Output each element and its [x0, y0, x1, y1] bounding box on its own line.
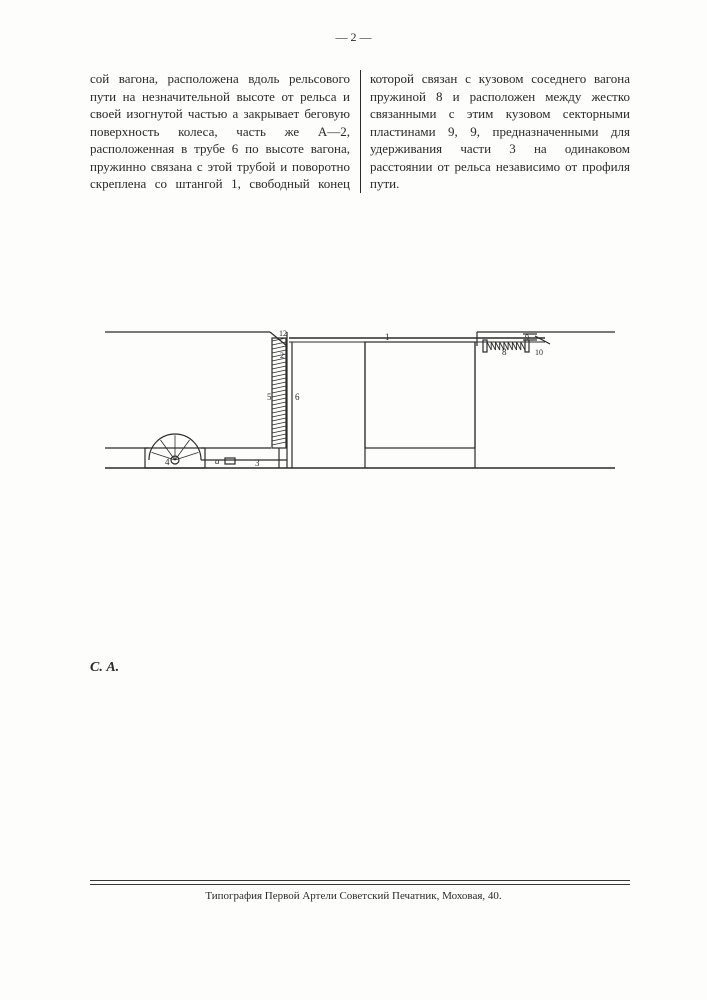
svg-text:10: 10 — [535, 348, 543, 357]
figure-diagram: 4 a 3 5 6 2 12 1 8 9 10 — [105, 320, 615, 490]
paragraph: сой вагона, расположена вдоль рельсового… — [90, 70, 630, 193]
svg-text:5: 5 — [267, 392, 272, 402]
body-text: сой вагона, расположена вдоль рельсового… — [90, 70, 630, 193]
page: — 2 — сой вагона, расположена вдоль рель… — [0, 0, 707, 1000]
svg-text:6: 6 — [295, 392, 300, 402]
svg-text:3: 3 — [255, 458, 260, 468]
footer-rule-2 — [90, 884, 630, 885]
svg-text:9: 9 — [525, 333, 529, 342]
svg-text:8: 8 — [502, 347, 507, 357]
footer: Типография Первой Артели Советский Печат… — [0, 890, 707, 902]
marker: С. А. — [90, 660, 119, 676]
footer-rule-1 — [90, 880, 630, 881]
svg-text:2: 2 — [280, 351, 284, 360]
svg-text:1: 1 — [385, 332, 390, 342]
svg-text:a: a — [215, 456, 220, 466]
svg-text:4: 4 — [165, 457, 170, 467]
page-number: — 2 — — [0, 30, 707, 45]
svg-text:12: 12 — [279, 329, 287, 338]
